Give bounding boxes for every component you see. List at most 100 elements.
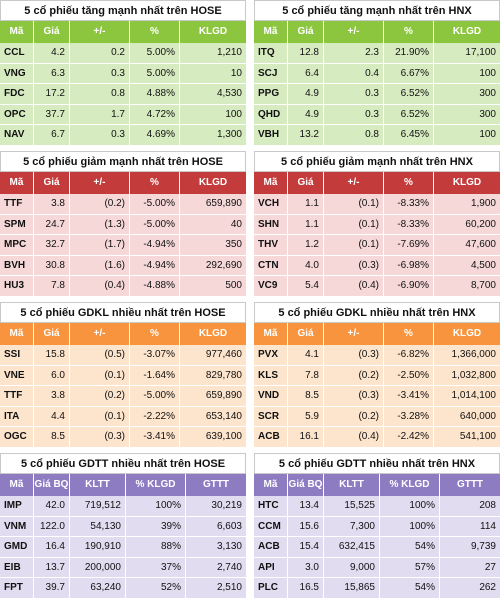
column-header: Giá xyxy=(288,21,324,43)
table-row: ITA 4.4 (0.1) -2.22% 653,140 xyxy=(0,406,246,428)
value-cell: 4.9 xyxy=(288,84,324,104)
table-title: 5 cổ phiếu GDTT nhiều nhất trên HOSE xyxy=(0,453,246,474)
table-row: PPG 4.9 0.3 6.52% 300 xyxy=(254,84,500,105)
value-cell: 0.3 xyxy=(70,125,130,145)
column-header: % xyxy=(384,172,434,194)
value-cell: -1.64% xyxy=(130,365,180,386)
value-cell: -2.22% xyxy=(130,406,180,427)
value-cell: 0.3 xyxy=(70,63,130,84)
value-cell: 17.2 xyxy=(34,84,70,104)
value-cell: 15.6 xyxy=(288,516,324,537)
table-row: ITQ 12.8 2.3 21.90% 17,100 xyxy=(254,43,500,64)
value-cell: 292,690 xyxy=(205,259,242,271)
value-cell: 21.90% xyxy=(384,43,434,63)
ticker-cell: ACB xyxy=(254,427,288,447)
column-header: Giá xyxy=(34,323,70,345)
value-cell: (1.7) xyxy=(70,235,130,255)
value-cell: 100 xyxy=(225,108,242,120)
value-cell: 6.3 xyxy=(34,63,70,84)
value-cell: 100 xyxy=(479,129,496,141)
column-header: Giá BQ xyxy=(34,474,70,496)
ticker-cell: OGC xyxy=(0,427,34,447)
value-cell: 54% xyxy=(380,578,440,598)
column-header: +/- xyxy=(70,323,130,345)
value-cell: 57% xyxy=(380,557,440,578)
column-header: KLGD xyxy=(198,26,228,37)
table-title: 5 cổ phiếu GDKL nhiều nhất trên HNX xyxy=(254,302,500,323)
table-panel-vol-hose: 5 cổ phiếu GDKL nhiều nhất trên HOSE Mã Gi… xyxy=(0,302,246,448)
value-cell: (0.2) xyxy=(324,365,384,386)
value-cell: 659,890 xyxy=(205,198,242,209)
column-header: KLTT xyxy=(324,474,380,496)
value-cell: 0.8 xyxy=(324,125,384,145)
column-header: KLGD xyxy=(452,177,482,188)
value-cell: -3.07% xyxy=(130,345,180,365)
value-cell: 6.7 xyxy=(34,125,70,145)
table-title: 5 cổ phiếu GDTT nhiều nhất trên HNX xyxy=(254,453,500,474)
value-cell: 8.5 xyxy=(288,386,324,406)
ticker-cell: CCM xyxy=(254,516,288,537)
table-row: QHD 4.9 0.3 6.52% 300 xyxy=(254,104,500,126)
value-cell: 0.2 xyxy=(70,43,130,63)
table-row: MPC 32.7 (1.7) -4.94% 350 xyxy=(0,235,246,256)
column-header: +/- xyxy=(70,172,130,194)
table-row: CTN 4.0 (0.3) -6.98% 4,500 xyxy=(254,255,500,277)
value-cell: -2.42% xyxy=(384,427,434,447)
ticker-cell: ITA xyxy=(0,406,34,427)
column-header: GTTT xyxy=(202,479,230,490)
ticker-cell: PPG xyxy=(254,84,288,104)
value-cell: 208 xyxy=(479,500,496,511)
table-header-row: Mã Giá +/-% KLGD xyxy=(0,172,246,194)
value-cell: 63,240 xyxy=(70,578,126,598)
value-cell: 100% xyxy=(380,516,440,537)
value-cell: 16.4 xyxy=(34,537,70,557)
value-cell: 6.0 xyxy=(34,365,70,386)
value-cell: (0.3) xyxy=(324,386,384,406)
column-header: +/- xyxy=(70,21,130,43)
column-header: Mã xyxy=(254,172,288,194)
value-cell: -4.88% xyxy=(130,276,180,296)
table-title: 5 cổ phiếu giảm mạnh nhất trên HNX xyxy=(254,151,500,172)
value-cell: -6.90% xyxy=(384,276,434,296)
value-cell: -5.00% xyxy=(130,194,180,214)
value-cell: 114 xyxy=(480,520,496,532)
table-row: TTF 3.8 (0.2) -5.00% 659,890 xyxy=(0,386,246,407)
table-title: 5 cổ phiếu giảm mạnh nhất trên HOSE xyxy=(0,151,246,172)
value-cell: -5.00% xyxy=(130,214,180,235)
value-cell: (1.3) xyxy=(70,214,130,235)
column-header: % xyxy=(130,172,180,194)
value-cell: 3,130 xyxy=(216,541,242,553)
table-row: ACB 15.4 632,415 54% 9,739 xyxy=(254,537,500,558)
value-cell: 653,140 xyxy=(205,410,242,422)
value-cell: 30.8 xyxy=(34,255,70,276)
value-cell: 39% xyxy=(126,516,186,537)
ticker-cell: FDC xyxy=(0,84,34,104)
value-cell: 5.4 xyxy=(288,276,324,296)
value-cell: 6.52% xyxy=(384,84,434,104)
value-cell: 4,500 xyxy=(470,259,496,271)
value-cell: 4.72% xyxy=(130,104,180,125)
value-cell: 8.5 xyxy=(34,427,70,447)
value-cell: 829,780 xyxy=(205,369,242,381)
value-cell: 3.8 xyxy=(34,194,70,214)
value-cell: (0.2) xyxy=(70,194,130,214)
table-header-row: Mã Giá +/-% KLGD xyxy=(0,21,246,43)
column-header: KLGD xyxy=(198,177,228,188)
table-row: VNE 6.0 (0.1) -1.64% 829,780 xyxy=(0,365,246,387)
table-row: SCJ 6.4 0.4 6.67% 100 xyxy=(254,63,500,85)
column-header: % xyxy=(130,21,180,43)
value-cell: 10 xyxy=(230,67,242,79)
value-cell: 640,000 xyxy=(459,410,496,422)
value-cell: 13.4 xyxy=(288,496,324,516)
value-cell: 1,900 xyxy=(470,198,496,209)
ticker-cell: EIB xyxy=(0,557,34,578)
value-cell: 16.5 xyxy=(288,578,324,598)
column-header: Giá BQ xyxy=(288,474,324,496)
table-row: CCL 4.2 0.2 5.00% 1,210 xyxy=(0,43,246,64)
column-header: +/- xyxy=(324,21,384,43)
value-cell: -8.33% xyxy=(384,194,434,214)
table-row: BVH 30.8 (1.6) -4.94% 292,690 xyxy=(0,255,246,277)
value-cell: (0.3) xyxy=(324,345,384,365)
table-panel-up-hnx: 5 cổ phiếu tăng mạnh nhất trên HNX Mã Giá +… xyxy=(254,0,500,146)
